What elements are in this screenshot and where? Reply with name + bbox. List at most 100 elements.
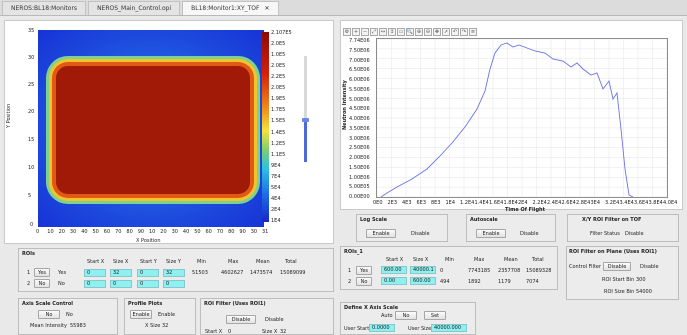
roi1-size-y-input[interactable]: 32 [163,269,185,277]
autoscale-icon[interactable]: ⤢ [370,28,378,36]
tof-x-tick: 2E3 [387,200,398,206]
colorbar-label: 2.0E5 [271,85,286,92]
tof-roi2-size-input[interactable]: 600.00 [410,277,436,285]
roi-filter-title: ROI Filter (Uses ROI1) [204,301,266,307]
close-icon[interactable]: ✕ [264,5,270,12]
x-tick: 60 [205,229,212,235]
tof-y-tick: 2.50E06 [349,145,370,152]
horizontal-zoom-icon[interactable]: ↔ [379,28,387,36]
profile-enable-button[interactable]: Enable [130,310,152,319]
auto-no-button[interactable]: No [395,311,417,320]
colorbar-label: 1.7E5 [271,107,286,114]
tof-y-tick: 7.74E06 [349,38,370,44]
profile-status: Enable [158,312,176,318]
y-tick: 30 [28,55,35,61]
vertical-zoom-icon[interactable]: ↕ [388,28,396,36]
tab-main-control[interactable]: NEROS_Main_Control.opi [88,1,181,15]
user-start-input[interactable]: 0.0000 [369,324,395,332]
tof-x-tick: 4E3 [402,200,412,206]
define-x-axis-title: Define X Axis Scale [344,305,399,311]
axis-scale-no-button[interactable]: No [38,310,60,319]
tof-rois-header: Total [532,257,544,263]
rois-header: Size Y [166,259,181,265]
xy-roi-filter-title: X/Y ROI Filter on TOF [582,217,642,223]
tof-x-tick: 3.2E4 [605,200,620,206]
roi-filter-size-label: Size X [262,329,278,335]
user-size-input[interactable]: 40000.000 [431,324,467,332]
mean-intensity-label: Mean Intensity [30,323,67,329]
tof-x-axis-label: Time Of Flight [505,207,546,213]
y-tick: 0 [30,222,34,228]
set-button[interactable]: Set [424,311,446,320]
tab-monitors[interactable]: NEROS:BL18:Monitors [2,1,87,15]
tof-roi1-max: 7743185 [468,268,491,274]
pan-icon[interactable]: ✥ [433,28,441,36]
roi-size-bin-label: ROI Size Bin [604,289,635,295]
profile-xsize-value: 32 [162,323,169,329]
y-tick: 10 [28,165,35,171]
autoscale-enable-button[interactable]: Enable [476,229,506,238]
y-tick: 25 [28,82,35,88]
zoom-in-icon[interactable]: + [352,28,360,36]
roi1-size-x-input[interactable]: 32 [110,269,132,277]
x-tick: 20 [160,229,167,235]
magnify-icon[interactable]: 🔍 [406,28,414,36]
tof-x-tick: 3.8E4 [648,200,663,206]
tof-x-tick: 6E3 [416,200,427,206]
tof-y-tick: 5.00E05 [349,184,370,191]
undo-icon[interactable]: ↶ [451,28,459,36]
tof-roi1-button[interactable]: Yes [356,266,372,275]
configure-icon[interactable]: ⚙ [343,28,351,36]
rois-header: Start Y [140,259,157,265]
zoom-in-point-icon[interactable]: ⊕ [415,28,423,36]
tof-roi2-max: 1892 [468,279,481,285]
roi-start-bin-value: 300 [636,277,646,283]
tof-roi1-start-input[interactable]: 600.00 [381,266,407,274]
tof-x-tick: 2.2E4 [532,200,547,206]
y-tick: 35 [28,28,35,34]
x-tick: 30 [171,229,178,235]
colorbar-slider-handle[interactable] [302,118,309,122]
roi1-max: 4602627 [221,270,244,276]
roi-filter-group [200,298,334,335]
rois-header: Min [197,259,206,265]
log-scale-enable-button[interactable]: Enable [366,229,396,238]
roi2-enable-button[interactable]: No [34,279,50,288]
plane-filter-disable-button[interactable]: Disable [603,262,631,271]
roi2-start-y-input[interactable]: 0 [137,280,159,288]
filter-status-value: Disable [625,231,644,237]
x-tick: 90 [137,229,145,235]
editor-tab-bar: NEROS:BL18:Monitors NEROS_Main_Control.o… [0,0,687,16]
xy-roi-filter-group [567,214,679,242]
zoom-out-icon[interactable]: − [361,28,369,36]
roi2-size-y-input[interactable]: 0 [163,280,185,288]
roi1-enable-button[interactable]: Yes [34,268,50,277]
roi-filter-start-label: Start X [205,329,223,335]
tof-roi2-mean: 1179 [498,279,511,285]
tab-label: NEROS_Main_Control.opi [97,5,172,12]
roi-filter-plane-title: ROI Filter on Plane (Uses ROI1) [569,249,657,255]
rubberband-zoom-icon[interactable]: ▭ [397,28,405,36]
tof-rois-header: Start X [386,257,404,263]
roi2-start-x-input[interactable]: 0 [84,280,106,288]
zoom-out-point-icon[interactable]: ⊖ [424,28,432,36]
tof-roi2-start-input[interactable]: 0.00 [381,277,407,285]
tof-plot-area[interactable] [376,38,668,198]
tof-y-tick: 2.00E06 [349,155,370,161]
roi1-start-y-input[interactable]: 0 [137,269,159,277]
roi-filter-disable-button[interactable]: Disable [226,315,256,324]
roi1-start-x-input[interactable]: 0 [84,269,106,277]
stagger-icon[interactable]: ≡ [469,28,477,36]
roi-filter-status: Disable [265,317,284,323]
autoscale-status: Disable [520,231,539,237]
tof-roi1-size-input[interactable]: 40000.1 [410,266,436,274]
tof-rois-group [340,246,558,290]
tof-roi2-button[interactable]: No [356,277,372,286]
colorbar-slider-track[interactable] [304,56,307,161]
tab-monitor1-xy-tof[interactable]: BL18:Monitor1:XY_TOF ✕ [182,1,279,15]
roi2-size-x-input[interactable]: 0 [110,280,132,288]
rois-title: ROIs [22,251,35,257]
pointer-icon[interactable]: ➚ [442,28,450,36]
axis-scale-status: No [66,312,73,318]
redo-icon[interactable]: ↷ [460,28,468,36]
